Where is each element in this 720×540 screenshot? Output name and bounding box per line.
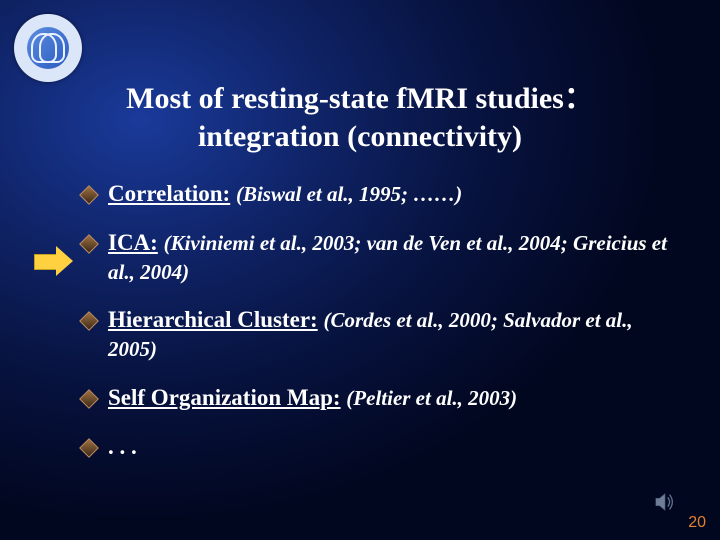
diamond-bullet-icon [79,185,99,205]
diamond-bullet-icon [79,311,99,331]
slide: Most of resting-state fMRI studies： inte… [0,0,720,540]
sound-icon[interactable] [654,492,676,512]
logo-badge [14,14,82,82]
list-item: ICA: (Kiviniemi et al., 2003; van de Ven… [82,229,672,287]
list-item: . . . [82,433,672,462]
item-heading: Self Organization Map: [108,385,341,410]
highlight-arrow-icon [34,246,72,276]
item-heading: Hierarchical Cluster: [108,307,318,332]
diamond-bullet-icon [79,234,99,254]
diamond-bullet-icon [79,438,99,458]
item-heading: Correlation: [108,181,230,206]
list-item: Correlation: (Biswal et al., 1995; ……) [82,180,672,209]
bullet-list: Correlation: (Biswal et al., 1995; ……) I… [82,180,672,481]
slide-title: Most of resting-state fMRI studies： inte… [0,80,720,155]
item-heading: . . . [108,434,137,459]
title-line-2: integration (connectivity) [0,118,720,156]
list-item: Hierarchical Cluster: (Cordes et al., 20… [82,306,672,364]
item-citation: (Peltier et al., 2003) [346,386,517,410]
list-item: Self Organization Map: (Peltier et al., … [82,384,672,413]
item-citation: (Kiviniemi et al., 2003; van de Ven et a… [108,231,667,284]
page-number: 20 [688,514,706,532]
item-heading: ICA: [108,230,158,255]
title-line-1: Most of resting-state fMRI studies： [0,80,720,118]
item-citation: (Biswal et al., 1995; ……) [236,182,462,206]
diamond-bullet-icon [79,389,99,409]
